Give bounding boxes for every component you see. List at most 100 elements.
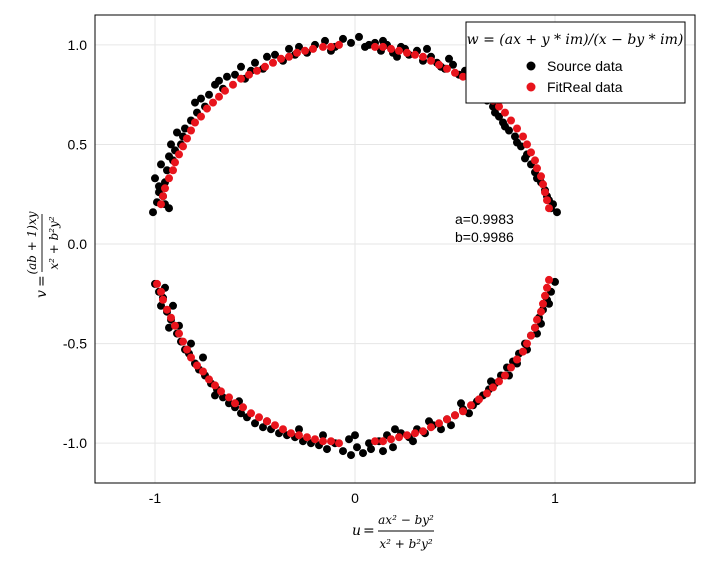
fitreal-point — [211, 381, 219, 390]
source-point — [263, 52, 271, 61]
fitreal-point — [205, 375, 213, 384]
source-point — [339, 447, 347, 456]
y-label-numerator: (ab + 1)xy — [25, 211, 39, 274]
fitreal-point — [237, 74, 245, 83]
fitreal-point — [319, 42, 327, 51]
legend-marker-source — [526, 61, 536, 71]
fitreal-point — [231, 399, 239, 408]
legend: w = (ax + y * im)/(x − by * im) Source d… — [465, 21, 686, 104]
source-point — [295, 425, 303, 434]
fitreal-point — [175, 150, 183, 159]
source-point — [445, 54, 453, 63]
source-point — [163, 166, 171, 175]
fitreal-point — [543, 283, 551, 292]
fitreal-point — [501, 371, 509, 380]
source-point — [259, 423, 267, 432]
plot-frame — [94, 14, 696, 484]
source-point — [157, 160, 165, 169]
y-tick-label: 0.5 — [68, 136, 88, 152]
fitreal-point — [523, 140, 531, 149]
x-tick-label: -1 — [149, 490, 162, 506]
y-tick-label: 0.0 — [68, 236, 88, 252]
legend-title: w = (ax + y * im)/(x − by * im) — [467, 32, 684, 48]
source-point — [513, 138, 521, 147]
fitreal-point — [459, 72, 467, 81]
fitreal-point — [225, 393, 233, 402]
fitreal-point — [379, 42, 387, 51]
fitreal-point — [277, 54, 285, 63]
source-point — [319, 431, 327, 440]
fitreal-point — [335, 439, 343, 448]
source-point — [165, 204, 173, 213]
fitreal-point — [203, 104, 211, 113]
fitreal-point — [179, 337, 187, 346]
fitreal-point — [533, 315, 541, 324]
fitreal-point — [467, 401, 475, 410]
x-label-lhs: u — [352, 523, 361, 539]
fitreal-point — [179, 142, 187, 151]
fitreal-point — [239, 403, 247, 412]
fitreal-point — [215, 92, 223, 101]
fitreal-point — [161, 184, 169, 193]
fitreal-point — [403, 431, 411, 440]
y-tick-label: -0.5 — [63, 336, 87, 352]
fitreal-point — [539, 299, 547, 308]
fitreal-point — [507, 116, 515, 125]
source-point — [521, 154, 529, 163]
fitreal-point — [475, 395, 483, 404]
fitreal-point — [303, 433, 311, 442]
x-label-eq: = — [363, 523, 375, 539]
source-point — [187, 339, 195, 348]
fitreal-point — [157, 287, 165, 296]
fitreal-point — [435, 419, 443, 428]
fitreal-point — [443, 64, 451, 73]
source-point — [367, 445, 375, 454]
fitreal-point — [531, 323, 539, 332]
fitreal-point — [507, 363, 515, 372]
fitreal-point — [371, 437, 379, 446]
fitreal-point — [153, 279, 161, 288]
fitreal-point — [169, 166, 177, 175]
source-point — [339, 34, 347, 43]
source-point — [149, 208, 157, 217]
fitreal-point — [261, 62, 269, 71]
fitreal-point — [285, 52, 293, 61]
fitreal-point — [531, 156, 539, 165]
legend-box — [465, 21, 686, 104]
fitreal-point — [311, 435, 319, 444]
fitreal-point — [371, 42, 379, 51]
annotation-a: a=0.9983 — [455, 211, 514, 227]
fitreal-point — [411, 429, 419, 438]
fitreal-point — [159, 295, 167, 304]
source-point — [211, 391, 219, 400]
source-point — [191, 98, 199, 107]
fitreal-point — [443, 415, 451, 424]
fitreal-point — [533, 164, 541, 173]
fitreal-point — [495, 102, 503, 111]
fitreal-point — [519, 132, 527, 141]
fitreal-point — [171, 321, 179, 330]
fitreal-point — [217, 387, 225, 396]
fitreal-point — [537, 172, 545, 181]
fitreal-point — [187, 126, 195, 135]
fitreal-point — [165, 174, 173, 183]
fitreal-point — [335, 40, 343, 49]
fitreal-point — [309, 44, 317, 53]
fitreal-point — [295, 431, 303, 440]
legend-label-source: Source data — [547, 58, 623, 74]
source-point — [231, 70, 239, 79]
source-point — [501, 122, 509, 131]
source-point — [389, 443, 397, 452]
source-point — [449, 60, 457, 69]
fitreal-point — [451, 68, 459, 77]
x-label-numerator: ax² − by² — [378, 513, 434, 527]
fitreal-point — [319, 437, 327, 446]
y-axis-label: v = (ab + 1)xy x² + b²y² — [25, 211, 61, 298]
points — [149, 32, 561, 460]
fitreal-point — [293, 48, 301, 57]
source-point — [457, 399, 465, 408]
fitreal-point — [545, 275, 553, 284]
source-point — [353, 443, 361, 452]
fitreal-point — [255, 413, 263, 422]
